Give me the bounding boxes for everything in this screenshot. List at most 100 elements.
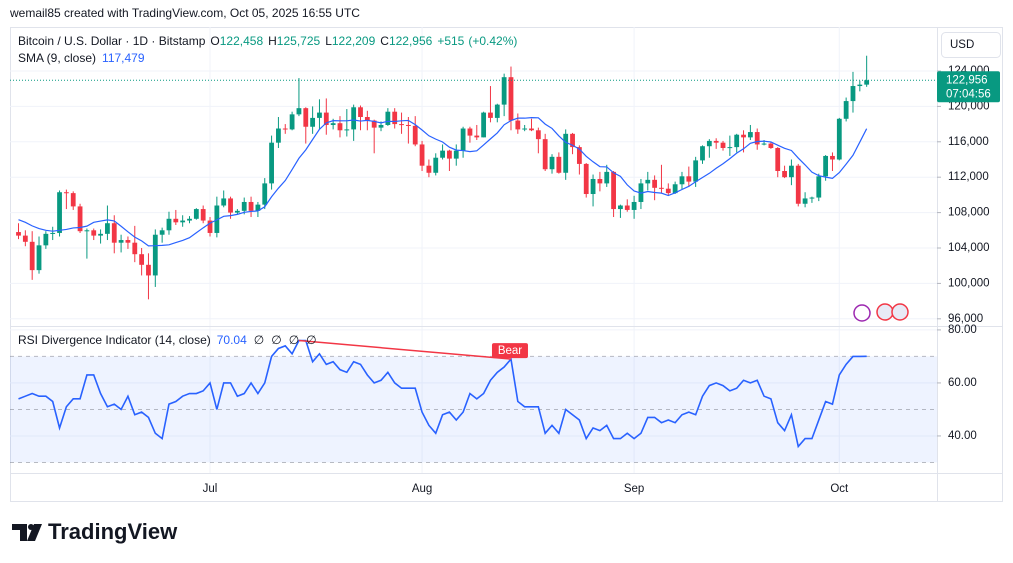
- candle-body: [645, 179, 651, 184]
- candle-body: [187, 218, 192, 221]
- candle-body: [317, 112, 322, 118]
- candle-body: [262, 183, 268, 205]
- candle-body: [125, 240, 131, 243]
- candle-body: [98, 233, 103, 236]
- candle-body: [337, 123, 343, 131]
- candle-body: [91, 230, 97, 236]
- candle-body: [111, 223, 117, 243]
- marks: [10, 55, 937, 449]
- y-tick-label: 104,000: [948, 242, 990, 254]
- candle-body: [57, 192, 62, 233]
- logo-icon: [12, 524, 42, 541]
- candle-body: [618, 205, 623, 210]
- candle-body: [686, 176, 692, 182]
- candle-body: [843, 101, 849, 119]
- candle-body: [474, 135, 480, 138]
- symbol: Bitcoin / U.S. Dollar · 1D · Bitstamp: [18, 34, 206, 48]
- candle-body: [378, 124, 384, 128]
- candle-body: [200, 209, 206, 221]
- rsi-flag: ∅: [289, 333, 299, 347]
- candle-body: [358, 107, 363, 118]
- sma-name: SMA (9, close): [18, 51, 96, 65]
- candle-body: [768, 143, 774, 148]
- currency-button[interactable]: [941, 32, 1001, 58]
- candle-body: [850, 86, 856, 102]
- candle-body: [241, 201, 247, 211]
- candle-body: [672, 184, 678, 194]
- event-icons[interactable]: [853, 303, 909, 322]
- candle-body: [77, 206, 83, 232]
- candle-body: [652, 179, 658, 188]
- candle-body: [624, 205, 630, 210]
- candle-body: [392, 111, 398, 125]
- change-percent: (+0.42%): [468, 34, 517, 48]
- candle-body: [303, 108, 309, 127]
- candle-body: [720, 142, 726, 148]
- y-tick-label: 112,000: [948, 171, 989, 183]
- candle-body: [433, 157, 439, 173]
- symbol-legend: Bitcoin / U.S. Dollar · 1D · Bitstamp O12…: [18, 34, 517, 48]
- candle-body: [310, 117, 316, 127]
- last-price-label: 122,956: [946, 74, 988, 86]
- candle-body: [29, 241, 35, 271]
- candle-body: [385, 111, 391, 125]
- rsi-flag: ∅: [271, 333, 281, 347]
- candle-body: [139, 254, 145, 265]
- candle-body: [399, 124, 404, 126]
- ohlc-key: C: [380, 34, 389, 48]
- candle-body: [282, 128, 288, 130]
- candle-body: [836, 118, 842, 160]
- divergence-line: [298, 339, 512, 360]
- candle-body: [467, 128, 473, 136]
- candle-body: [816, 176, 822, 198]
- attribution: wemail85 created with TradingView.com, O…: [9, 6, 360, 20]
- change: +515: [437, 34, 464, 48]
- candle-body: [488, 112, 493, 118]
- y-tick-label: 100,000: [948, 277, 990, 289]
- event-icon[interactable]: [891, 303, 909, 321]
- candle-body: [405, 124, 411, 126]
- ohlc-value: 122,956: [389, 34, 433, 48]
- candle-body: [747, 132, 753, 138]
- logo-mark: [27, 524, 42, 541]
- event-icon[interactable]: [853, 304, 871, 322]
- candle-body: [522, 128, 528, 130]
- candle-body: [180, 220, 186, 223]
- candle-body: [515, 120, 521, 130]
- candle-body: [583, 163, 589, 195]
- candle-body: [795, 165, 801, 204]
- candle-body: [529, 128, 534, 131]
- candle-body: [426, 165, 432, 173]
- candle-body: [43, 233, 49, 246]
- candle-body: [631, 201, 637, 210]
- divergence-tag: [491, 343, 528, 359]
- currency[interactable]: USD: [950, 39, 974, 51]
- candle-body: [16, 232, 21, 236]
- y-tick-label: 40.00: [948, 430, 977, 442]
- candle-body: [754, 132, 760, 145]
- rsi-value: 70.04: [217, 333, 247, 347]
- candle-body: [809, 197, 815, 199]
- candle-body: [296, 108, 302, 115]
- candle-body: [269, 142, 274, 184]
- grid: [10, 27, 937, 473]
- divergence-label: Bear: [498, 345, 522, 357]
- rsi-line: [18, 339, 867, 449]
- y-tick-label: 80.00: [948, 324, 977, 336]
- sma-value: 117,479: [102, 51, 145, 65]
- candle-body: [22, 235, 28, 242]
- candle-body: [118, 240, 124, 243]
- candle-body: [597, 178, 603, 184]
- candle-body: [159, 230, 165, 235]
- candle-body: [590, 178, 596, 195]
- candle-body: [659, 187, 664, 189]
- candle-body: [447, 150, 452, 159]
- event-icon[interactable]: [876, 303, 894, 321]
- candle-body: [50, 232, 56, 234]
- x-tick-label: Jul: [203, 483, 218, 495]
- candle-body: [70, 193, 76, 207]
- candle-body: [713, 140, 719, 143]
- candle-body: [193, 209, 199, 219]
- x-tick-label: Sep: [624, 483, 644, 495]
